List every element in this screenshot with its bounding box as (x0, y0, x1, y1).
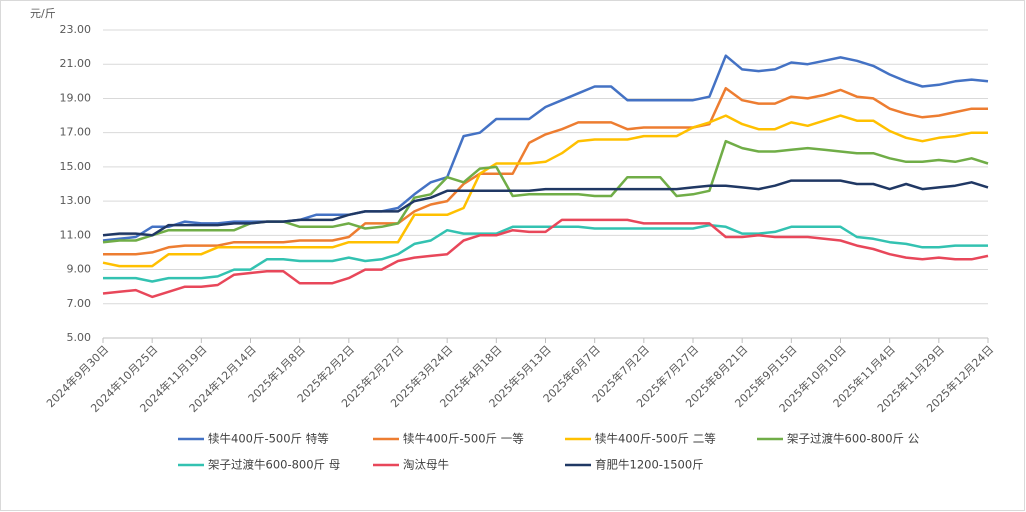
legend-label: 犊牛400斤-500斤 一等 (403, 432, 524, 446)
y-axis-label: 元/斤 (30, 7, 56, 20)
y-tick-label: 19.00 (60, 91, 92, 104)
y-tick-label: 13.00 (60, 194, 92, 207)
y-tick-label: 17.00 (60, 126, 92, 139)
legend-label: 架子过渡牛600-800斤 公 (787, 432, 920, 446)
series-line (102, 114, 988, 268)
y-tick-label: 7.00 (67, 297, 92, 310)
series-line (102, 179, 989, 237)
legend-label: 犊牛400斤-500斤 二等 (595, 432, 716, 446)
y-tick-label: 23.00 (60, 23, 92, 36)
legend-label: 淘汰母牛 (403, 458, 449, 472)
series-line (103, 86, 988, 256)
legend-label: 犊牛400斤-500斤 特等 (208, 432, 329, 446)
series-line (102, 54, 989, 242)
legend-label: 架子过渡牛600-800斤 母 (208, 458, 340, 472)
y-tick-label: 5.00 (67, 331, 92, 344)
y-tick-label: 15.00 (60, 160, 92, 173)
series-line (102, 218, 989, 299)
legend: 犊牛400斤-500斤 特等 犊牛400斤-500斤 一等 犊牛400斤-500斤 … (178, 432, 920, 472)
y-tick-label: 21.00 (60, 57, 92, 70)
y-tick-label: 11.00 (60, 228, 92, 241)
y-tick-label: 9.00 (67, 263, 92, 276)
legend-label: 育肥牛1200-1500斤 (595, 458, 704, 472)
series-line (103, 223, 988, 283)
